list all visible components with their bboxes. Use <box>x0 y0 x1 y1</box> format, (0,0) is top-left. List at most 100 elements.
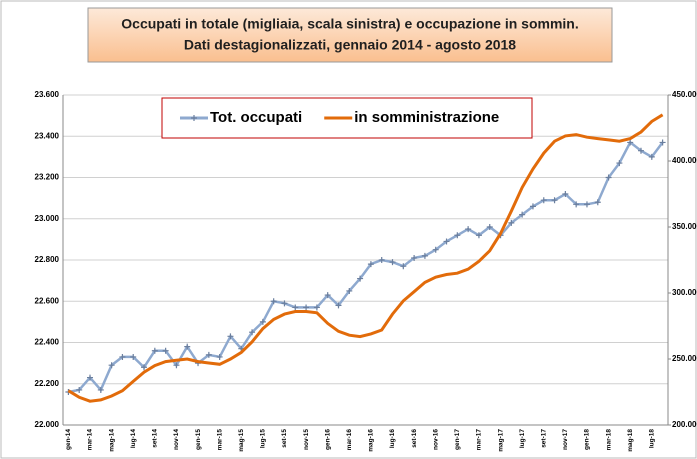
y-tick-label: 23.200 <box>35 173 60 182</box>
point-marker <box>637 147 644 154</box>
x-tick-label: mag-17 <box>497 429 504 452</box>
point-marker <box>411 254 418 261</box>
x-tick-label: lug-16 <box>389 429 396 449</box>
y2-tick-label: 300.000 <box>672 288 697 297</box>
chart-title: Occupati in totale (migliaia, scala sini… <box>121 16 578 32</box>
point-marker <box>313 304 320 311</box>
x-tick-label: lug-15 <box>260 429 267 449</box>
point-marker <box>475 232 482 239</box>
x-tick-label: nov-17 <box>562 429 569 450</box>
point-marker <box>87 374 94 381</box>
point-marker <box>594 199 601 206</box>
point-marker <box>432 246 439 253</box>
point-marker <box>421 252 428 259</box>
y-tick-label: 23.400 <box>35 131 60 140</box>
x-tick-label: lug-18 <box>649 429 656 449</box>
y2-tick-label: 350.000 <box>672 222 697 231</box>
point-marker <box>205 351 212 358</box>
point-marker <box>378 257 385 263</box>
y-tick-label: 22.400 <box>35 338 60 347</box>
point-marker <box>281 300 288 307</box>
x-tick-label: nov-14 <box>173 429 180 450</box>
x-tick-label: mar-16 <box>346 429 353 451</box>
point-marker <box>335 302 342 309</box>
point-marker <box>119 353 126 360</box>
point-marker <box>583 201 590 208</box>
point-marker <box>227 333 234 340</box>
point-marker <box>216 353 223 360</box>
x-tick-label: nov-15 <box>303 429 310 450</box>
point-marker <box>659 139 666 146</box>
point-marker <box>508 219 515 226</box>
y-tick-label: 22.800 <box>35 255 60 264</box>
series-line <box>67 113 664 403</box>
x-tick-label: set-15 <box>281 429 288 448</box>
point-marker <box>346 287 353 294</box>
point-marker <box>184 343 191 350</box>
point-marker <box>551 197 558 204</box>
point-marker <box>141 364 148 371</box>
point-marker <box>367 261 374 268</box>
y-tick-label: 23.000 <box>35 214 60 223</box>
x-tick-label: gen-15 <box>195 429 202 450</box>
x-tick-label: set-17 <box>540 429 547 448</box>
x-tick-label: gen-17 <box>454 429 461 450</box>
point-marker <box>465 226 472 233</box>
point-marker <box>130 353 137 360</box>
chart-subtitle: Dati destagionalizzati, gennaio 2014 - a… <box>184 37 516 53</box>
point-marker <box>162 347 169 354</box>
x-tick-label: nov-16 <box>432 429 439 450</box>
legend-marker <box>191 115 197 121</box>
legend-label: in somministrazione <box>354 109 499 126</box>
y-tick-label: 22.200 <box>35 379 60 388</box>
point-marker <box>562 191 569 197</box>
title-box <box>87 7 613 63</box>
point-marker <box>389 259 396 266</box>
x-tick-label: mar-17 <box>476 429 483 451</box>
x-tick-label: mag-18 <box>627 429 634 452</box>
point-marker <box>173 362 180 369</box>
point-marker <box>529 203 536 210</box>
series-line <box>68 140 664 394</box>
point-marker <box>573 201 580 208</box>
x-tick-label: mag-14 <box>108 429 115 452</box>
x-tick-label: mar-18 <box>605 429 612 451</box>
legend-label: Tot. occupati <box>210 109 302 126</box>
point-marker <box>259 318 266 325</box>
point-marker <box>454 232 461 239</box>
x-tick-label: set-14 <box>152 429 159 448</box>
point-marker <box>76 386 83 393</box>
point-marker <box>443 238 450 245</box>
y-tick-label: 23.600 <box>35 90 60 99</box>
x-tick-label: gen-18 <box>584 429 591 450</box>
x-tick-label: lug-17 <box>519 429 526 449</box>
point-marker <box>303 304 310 311</box>
x-tick-label: lug-14 <box>130 429 137 449</box>
x-tick-label: mag-15 <box>238 429 245 452</box>
point-marker <box>540 197 547 204</box>
point-marker <box>605 174 612 181</box>
point-marker <box>249 329 256 336</box>
point-marker <box>270 298 277 305</box>
x-tick-label: mar-15 <box>216 429 223 451</box>
y2-tick-label: 250.000 <box>672 354 697 363</box>
point-marker <box>519 211 526 218</box>
point-marker <box>97 386 104 393</box>
x-tick-label: gen-14 <box>65 429 72 450</box>
point-marker <box>648 153 655 160</box>
y2-tick-label: 450.000 <box>672 90 697 99</box>
y2-tick-label: 200.000 <box>672 420 697 429</box>
point-marker <box>292 304 299 311</box>
point-marker <box>616 160 623 167</box>
point-marker <box>357 275 364 282</box>
point-marker <box>324 292 331 299</box>
x-tick-label: gen-16 <box>324 429 331 450</box>
y2-tick-label: 400.000 <box>672 156 697 165</box>
y-tick-label: 22.600 <box>35 296 60 305</box>
point-marker <box>486 224 493 230</box>
y-tick-label: 22.000 <box>35 420 60 429</box>
point-marker <box>108 362 115 369</box>
point-marker <box>627 139 634 146</box>
